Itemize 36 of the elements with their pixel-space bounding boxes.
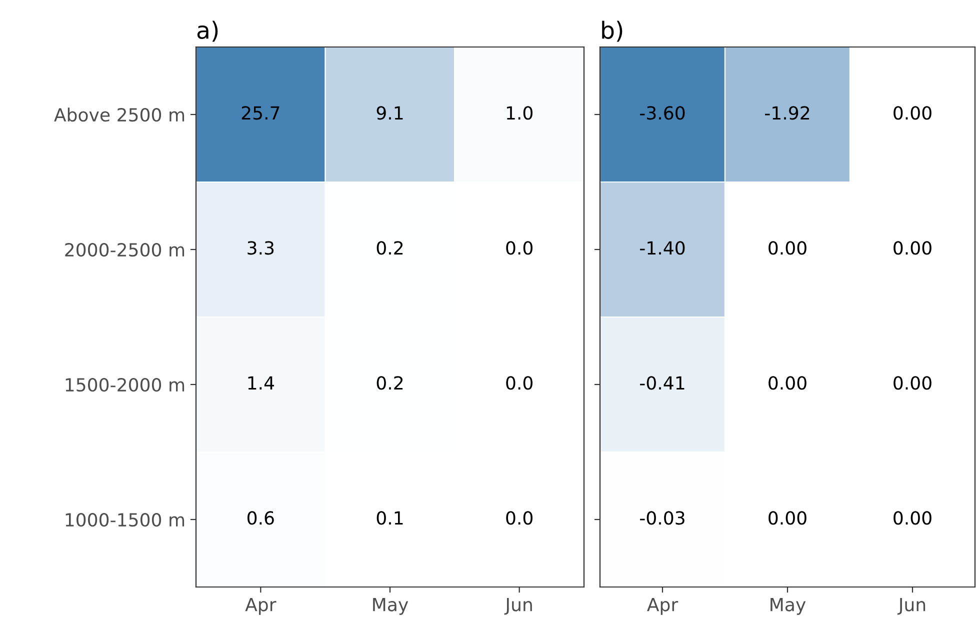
data-label: 0.0 [506,241,532,255]
x-tick-label: May [373,598,408,615]
y-tick-label: Above 2500 m [54,108,184,122]
data-label: 0.00 [894,376,932,390]
data-label: -1.92 [765,106,810,120]
chart-title: b) [602,20,622,42]
data-label: -1.40 [640,241,685,255]
data-label: 0.00 [768,376,806,390]
data-label: 0.1 [376,511,403,525]
data-label: 0.00 [768,241,806,255]
data-label: -0.03 [640,511,684,525]
data-label: 0.00 [768,511,806,525]
x-tick-label: Jun [897,598,926,615]
x-tick-label: Apr [245,598,276,615]
data-label: 1.0 [506,106,532,120]
x-tick-label: Apr [647,598,678,615]
y-tick-label: 1000-1500 m [66,512,184,527]
data-label: 0.00 [894,241,932,255]
data-label: 3.3 [248,241,274,255]
data-label: 0.0 [506,511,532,525]
data-label: 1.4 [248,376,274,390]
data-label: 0.0 [506,376,532,390]
chart-title: a) [197,20,218,42]
data-label: -3.60 [640,106,685,120]
data-label: 0.00 [894,511,932,525]
data-label: 0.2 [376,376,403,390]
data-label: 9.1 [376,106,403,120]
x-tick-label: May [770,598,806,615]
y-tick-label: 1500-2000 m [66,378,184,392]
data-label: -0.41 [640,376,684,390]
data-label: 25.7 [242,106,280,120]
y-tick-label: 2000-2500 m [65,242,184,257]
data-label: 0.2 [376,241,403,255]
data-label: 0.6 [248,511,274,525]
x-tick-label: Jun [504,598,532,615]
data-label: 0.00 [894,106,932,120]
